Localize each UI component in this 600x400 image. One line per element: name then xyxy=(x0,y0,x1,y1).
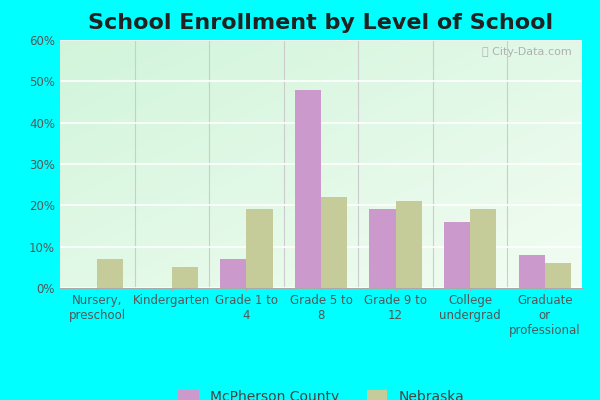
Bar xyxy=(545,263,571,288)
Bar xyxy=(295,90,321,288)
Title: School Enrollment by Level of School: School Enrollment by Level of School xyxy=(88,13,554,33)
Bar xyxy=(247,210,272,288)
Legend: McPherson County, Nebraska: McPherson County, Nebraska xyxy=(172,384,470,400)
Bar xyxy=(395,201,422,288)
Bar xyxy=(444,222,470,288)
Bar xyxy=(220,259,247,288)
Bar xyxy=(321,197,347,288)
Bar xyxy=(172,267,198,288)
Bar xyxy=(470,210,496,288)
Bar xyxy=(370,210,395,288)
Bar xyxy=(518,255,545,288)
Text: ⓘ City-Data.com: ⓘ City-Data.com xyxy=(482,48,572,58)
Bar xyxy=(97,259,124,288)
